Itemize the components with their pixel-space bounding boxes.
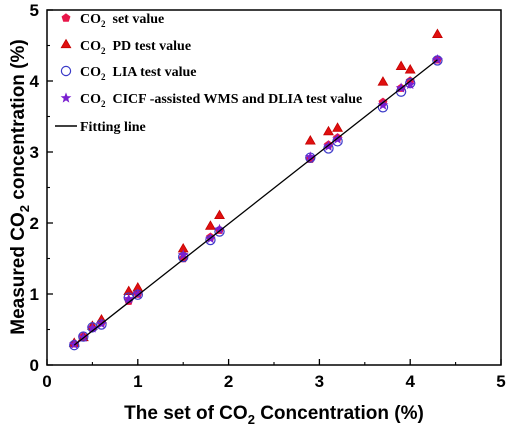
legend-pentagon-symbol (61, 13, 71, 22)
triangle-data-point (304, 135, 316, 145)
star-data-point (377, 99, 389, 110)
star-data-point (177, 249, 189, 260)
triangle-data-point (404, 64, 416, 74)
legend-star-marker (60, 92, 72, 103)
triangle-data-point (204, 220, 216, 230)
legend-label: CO2 CICF -assisted WMS and DLIA test val… (80, 92, 362, 109)
legend-item-cicf-test-value: CO2 CICF -assisted WMS and DLIA test val… (60, 92, 362, 109)
star-data-point (123, 293, 135, 304)
triangle-data-point (323, 125, 334, 136)
y-tick-label: 3 (30, 143, 39, 162)
legend-pentagon-marker (61, 13, 71, 22)
y-tick-label: 4 (30, 72, 40, 91)
legend: CO2 set value CO2 PD test value CO2 LIA … (55, 12, 362, 135)
legend-circle-symbol (60, 65, 72, 77)
x-tick-label: 5 (496, 372, 505, 391)
triangle-data-point (332, 122, 344, 132)
legend-label: CO2 set value (80, 12, 164, 29)
y-axis-label: Measured CO2 concentration (%) (8, 39, 32, 334)
x-tick-label: 3 (315, 372, 324, 391)
x-axis-label: The set of CO2 Concentration (%) (124, 403, 424, 427)
legend-label: CO2 LIA test value (80, 65, 197, 82)
legend-triangle-marker (60, 38, 72, 49)
legend-label: Fitting line (80, 120, 146, 135)
legend-circle-marker (60, 65, 72, 77)
x-tick-label: 1 (133, 372, 142, 391)
legend-item-pd-test-value: CO2 PD test value (60, 38, 191, 56)
legend-item-lia-test-value: CO2 LIA test value (60, 65, 197, 82)
triangle-data-point (431, 28, 443, 38)
legend-star-symbol (60, 92, 72, 103)
y-tick-label: 2 (30, 214, 39, 233)
y-tick-label: 0 (30, 356, 39, 375)
x-tick-label: 2 (224, 372, 233, 391)
triangle-data-point (377, 76, 389, 86)
x-tick-label: 4 (405, 372, 415, 391)
y-axis-ticks: 0 1 2 3 4 5 (30, 1, 53, 375)
legend-item-fitting-line: Fitting line (55, 120, 146, 135)
fitting-line (73, 59, 438, 346)
legend-item-set-value: CO2 set value (61, 12, 164, 29)
legend-label: CO2 PD test value (80, 39, 191, 56)
triangle-data-point (214, 209, 225, 220)
x-tick-label: 0 (42, 372, 51, 391)
star-data-point (432, 54, 443, 65)
y-tick-label: 1 (30, 285, 39, 304)
y-tick-label: 5 (30, 1, 39, 20)
triangle-data-point (395, 60, 407, 70)
x-axis-ticks: 0 1 2 3 4 5 (42, 359, 506, 391)
legend-triangle-symbol (60, 38, 72, 49)
